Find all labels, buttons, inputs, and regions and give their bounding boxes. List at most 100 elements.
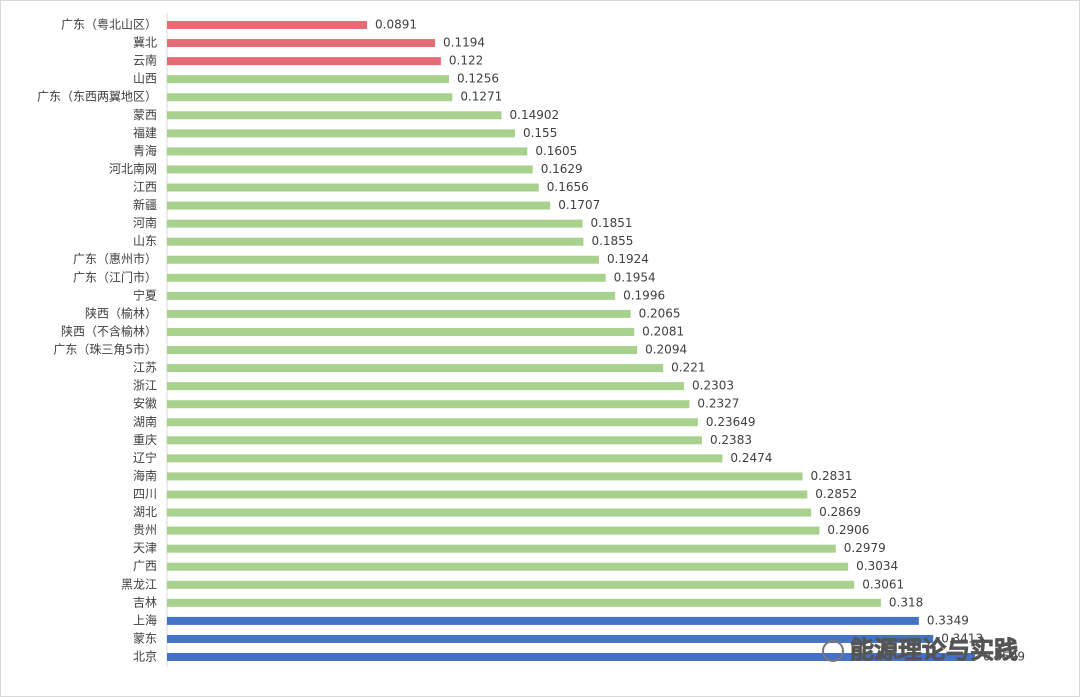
value-label: 0.23649 — [706, 415, 756, 429]
y-tick-label: 贵州 — [133, 523, 157, 537]
y-tick-label: 青海 — [133, 143, 157, 158]
value-label: 0.2327 — [697, 397, 739, 411]
y-tick-label: 黑龙江 — [121, 577, 157, 591]
value-label: 0.2831 — [811, 469, 853, 483]
value-label: 0.2094 — [645, 343, 687, 357]
value-label: 0.14902 — [510, 108, 560, 122]
y-tick-label: 吉林 — [133, 595, 157, 609]
value-label: 0.3413 — [941, 631, 983, 645]
y-tick-label: 云南 — [133, 53, 157, 68]
bar — [167, 634, 934, 643]
bar — [167, 508, 812, 517]
y-tick-label: 湖北 — [133, 504, 157, 519]
y-tick-label: 海南 — [133, 468, 157, 483]
y-tick-label: 湖南 — [133, 414, 157, 429]
value-label: 0.2303 — [692, 379, 734, 393]
value-label: 0.1271 — [460, 90, 502, 104]
y-tick-label: 广东（珠三角5市） — [53, 342, 157, 357]
bar — [167, 165, 533, 174]
y-tick-label: 河北南网 — [109, 161, 157, 176]
y-tick-label: 天津 — [133, 541, 157, 555]
value-label: 0.1851 — [591, 216, 633, 230]
value-label: 0.2979 — [844, 541, 886, 555]
bar — [167, 75, 449, 84]
value-label: 0.1629 — [541, 162, 583, 176]
bar — [167, 346, 638, 355]
value-label: 0.3034 — [856, 559, 898, 573]
y-tick-label: 山西 — [133, 72, 157, 86]
value-label: 0.3349 — [927, 613, 969, 627]
value-label: 0.1605 — [535, 144, 577, 158]
bar — [167, 93, 453, 102]
value-label: 0.1924 — [607, 252, 649, 266]
y-tick-label: 四川 — [133, 487, 157, 501]
bar — [167, 616, 919, 625]
bar — [167, 291, 616, 300]
value-label: 0.221 — [671, 361, 705, 375]
bar — [167, 309, 631, 318]
y-tick-label: 陕西（榆林） — [85, 305, 157, 320]
value-label: 0.1707 — [558, 198, 600, 212]
y-tick-label: 安徽 — [133, 396, 157, 411]
bar — [167, 526, 820, 535]
y-tick-label: 新疆 — [133, 197, 157, 212]
bar — [167, 219, 583, 228]
value-label: 0.2852 — [815, 487, 857, 501]
value-label: 0.1256 — [457, 72, 499, 86]
bar — [167, 454, 723, 463]
bar — [167, 147, 528, 156]
value-label: 0.1996 — [623, 288, 665, 302]
y-tick-label: 冀北 — [133, 36, 157, 50]
y-tick-label: 北京 — [133, 650, 157, 664]
value-label: 0.0891 — [375, 18, 417, 32]
bar — [167, 327, 635, 336]
y-tick-label: 江西 — [133, 180, 157, 194]
watermark-icon — [822, 640, 844, 662]
bar — [167, 57, 441, 66]
bar — [167, 183, 539, 192]
y-tick-label: 广西 — [133, 559, 157, 573]
y-tick-label: 广东（惠州市） — [73, 251, 157, 266]
bar — [167, 436, 702, 445]
bar — [167, 544, 836, 553]
bar — [167, 598, 881, 607]
y-tick-label: 蒙西 — [133, 108, 157, 122]
bar — [167, 562, 849, 571]
bar — [167, 490, 808, 499]
y-tick-label: 重庆 — [133, 433, 157, 447]
y-tick-label: 浙江 — [133, 379, 157, 393]
y-tick-label: 陕西（不含榆林） — [61, 323, 157, 338]
y-tick-label: 辽宁 — [133, 450, 157, 465]
bar — [167, 653, 975, 661]
value-label: 0.1855 — [591, 234, 633, 248]
bar — [167, 237, 584, 246]
value-label: 0.1194 — [443, 36, 485, 50]
bar — [167, 580, 855, 589]
value-label: 0.1954 — [614, 270, 656, 284]
y-tick-label: 蒙东 — [133, 631, 157, 645]
y-tick-label: 江苏 — [133, 361, 157, 375]
bar — [167, 472, 803, 481]
bar — [167, 382, 685, 391]
value-label: 0.2383 — [710, 433, 752, 447]
value-label: 0.122 — [449, 54, 483, 68]
bar — [167, 129, 515, 138]
value-label: 0.3599 — [983, 650, 1025, 664]
value-label: 0.1656 — [547, 180, 589, 194]
bar — [167, 21, 368, 29]
value-label: 0.2906 — [827, 523, 869, 537]
value-label: 0.155 — [523, 126, 557, 140]
watermark: 能源理论与实践 — [850, 636, 1018, 664]
y-tick-label: 广东（江门市） — [73, 269, 157, 284]
bar — [167, 400, 690, 409]
value-label: 0.2081 — [642, 324, 684, 338]
bar — [167, 273, 606, 282]
bar — [167, 111, 502, 120]
value-label: 0.3061 — [862, 577, 904, 591]
y-tick-label: 宁夏 — [133, 287, 157, 302]
y-tick-label: 广东（东西两翼地区） — [37, 90, 157, 104]
y-tick-label: 山东 — [133, 234, 157, 248]
y-tick-label: 上海 — [133, 612, 157, 627]
bar — [167, 364, 664, 373]
